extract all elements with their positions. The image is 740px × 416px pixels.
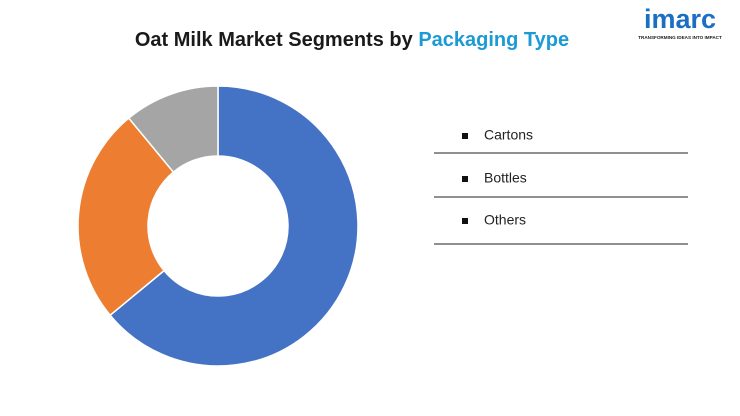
legend-label: Bottles: [484, 170, 527, 186]
logo: imarc: [644, 4, 716, 34]
legend-bullet: [462, 176, 468, 182]
donut-slice: [109, 85, 359, 367]
donut-slice: [127, 85, 219, 174]
chart-title: Oat Milk Market Segments by Packaging Ty…: [135, 29, 569, 51]
donut-slice: [77, 117, 175, 317]
title-text: Oat Milk Market Segments by: [135, 29, 414, 51]
legend-label: Others: [484, 212, 526, 228]
legend-bullet: [462, 218, 468, 224]
logo-tagline: TRANSFORMING IDEAS INTO IMPACT: [638, 35, 722, 40]
legend: Cartons Bottles Others: [434, 127, 688, 245]
legend-label: Cartons: [484, 127, 533, 143]
legend-bullet: [462, 133, 468, 139]
donut: [77, 85, 359, 367]
title-highlight: Packaging Type: [418, 29, 569, 51]
